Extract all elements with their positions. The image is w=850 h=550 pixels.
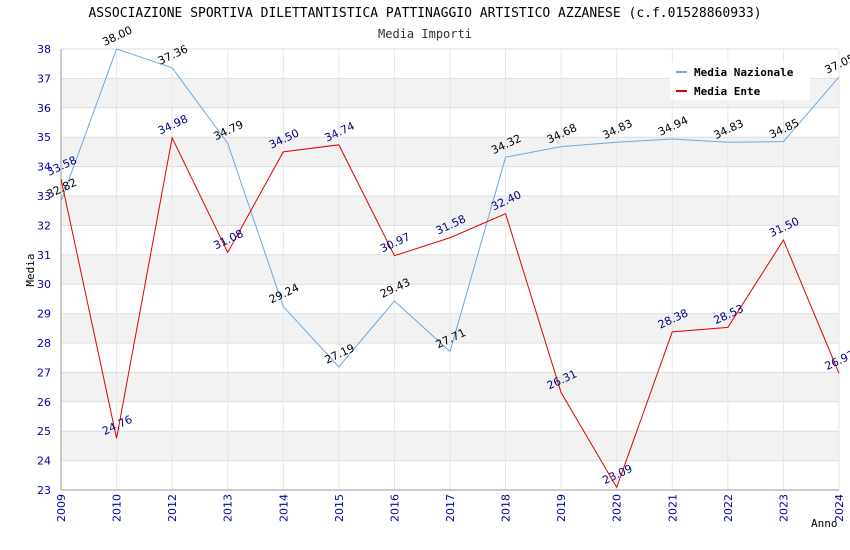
y-tick-label: 26 bbox=[37, 396, 51, 409]
chart-subtitle: Media Importi bbox=[378, 27, 472, 41]
series-line-nazionale bbox=[60, 48, 840, 368]
chart-title: ASSOCIAZIONE SPORTIVA DILETTANTISTICA PA… bbox=[88, 6, 762, 21]
legend-item: Media Nazionale bbox=[694, 66, 794, 79]
x-tick-label: 2019 bbox=[555, 494, 568, 522]
x-tick-label: 2018 bbox=[500, 494, 513, 522]
y-tick-label: 33 bbox=[37, 190, 51, 203]
y-tick-label: 30 bbox=[37, 278, 51, 291]
x-tick-label: 2022 bbox=[722, 494, 735, 522]
y-tick-label: 38 bbox=[37, 43, 51, 56]
y-tick-label: 31 bbox=[37, 249, 51, 262]
y-tick-label: 36 bbox=[37, 102, 51, 115]
y-tick-label: 35 bbox=[37, 131, 51, 144]
y-tick-label: 25 bbox=[37, 425, 51, 438]
x-tick-label: 2017 bbox=[444, 494, 457, 522]
axes: 23 24 25 26 27 28 29 30 31 32 33 34 35 36 37 38 2009 2010… bbox=[37, 43, 846, 522]
legend-item: Media Ente bbox=[694, 85, 761, 98]
y-tick-label: 32 bbox=[37, 219, 51, 232]
x-tick-label: 2016 bbox=[388, 494, 401, 522]
x-tick-label: 2009 bbox=[55, 494, 68, 522]
y-tick-label: 37 bbox=[37, 72, 51, 85]
x-tick-label: 2010 bbox=[111, 494, 124, 522]
legend: Media Nazionale Media Ente bbox=[670, 62, 810, 100]
y-tick-label: 34 bbox=[37, 161, 51, 174]
series-lines bbox=[60, 48, 840, 489]
x-tick-label: 2012 bbox=[166, 494, 179, 522]
legend-box bbox=[670, 62, 810, 100]
x-axis-label: Anno bbox=[811, 517, 838, 530]
series-line-ente bbox=[60, 136, 840, 489]
x-tick-label: 2013 bbox=[222, 494, 235, 522]
y-tick-label: 27 bbox=[37, 366, 51, 379]
x-tick-label: 2023 bbox=[777, 494, 790, 522]
x-tick-label: 2015 bbox=[333, 494, 346, 522]
y-tick-label: 23 bbox=[37, 484, 51, 497]
data-label: 38.00 bbox=[100, 24, 134, 49]
grid-bands bbox=[60, 48, 840, 491]
x-tick-label: 2014 bbox=[277, 494, 290, 522]
y-tick-label: 29 bbox=[37, 308, 51, 321]
x-tick-label: 2024 bbox=[833, 494, 846, 522]
x-tick-label: 2020 bbox=[611, 494, 624, 522]
x-tick-label: 2021 bbox=[666, 494, 679, 522]
y-tick-label: 24 bbox=[37, 455, 51, 468]
y-tick-label: 28 bbox=[37, 337, 51, 350]
y-axis-label: Media bbox=[24, 253, 37, 286]
